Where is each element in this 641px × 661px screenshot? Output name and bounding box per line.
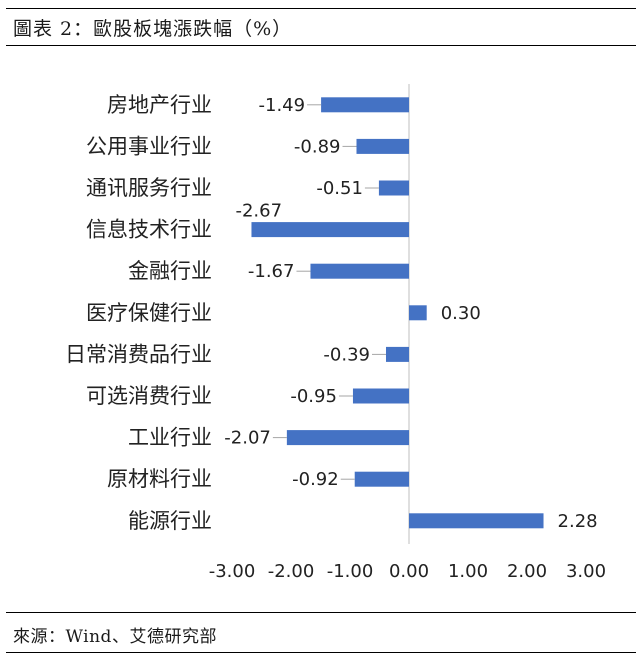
category-label: 可选消费行业 [86, 384, 212, 408]
category-label: 公用事业行业 [86, 134, 212, 158]
value-label: -1.67 [248, 261, 295, 282]
source-note: 來源：Wind、艾德研究部 [13, 627, 217, 647]
bar [409, 513, 544, 529]
bar [378, 180, 409, 196]
x-tick-label: 2.00 [507, 561, 547, 582]
value-label: -0.51 [316, 178, 363, 199]
x-tick-label: 1.00 [448, 561, 488, 582]
x-tick-label: -3.00 [209, 561, 256, 582]
x-tick-label: 3.00 [566, 561, 606, 582]
bottom-rule [6, 652, 636, 653]
bar [310, 263, 409, 279]
value-label: -0.92 [292, 469, 339, 490]
category-label: 工业行业 [128, 426, 212, 450]
category-label: 信息技术行业 [86, 218, 212, 242]
bar [251, 222, 409, 238]
category-label: 能源行业 [128, 509, 212, 533]
category-label: 金融行业 [128, 259, 212, 283]
source-rule [6, 612, 636, 613]
category-label: 房地产行业 [107, 93, 212, 117]
x-tick-label: -1.00 [327, 561, 374, 582]
value-label: 0.30 [441, 303, 481, 324]
value-label: 2.28 [558, 511, 598, 532]
value-label: -1.49 [259, 95, 306, 116]
value-label: -2.07 [224, 428, 271, 449]
x-tick-label: -2.00 [268, 561, 315, 582]
bar [321, 97, 409, 113]
value-label: -0.39 [323, 344, 370, 365]
category-label: 原材料行业 [107, 467, 212, 491]
bar [356, 138, 409, 154]
bar [385, 346, 409, 362]
value-label: -0.89 [294, 136, 341, 157]
title-rule [6, 45, 636, 46]
top-rule [6, 8, 636, 9]
bar [286, 430, 409, 446]
bar [352, 388, 409, 404]
value-label: -2.67 [235, 201, 282, 222]
category-label: 日常消费品行业 [65, 342, 212, 366]
value-label: -0.95 [290, 386, 337, 407]
chart-title: 圖表 2：歐股板塊漲跌幅（%） [13, 18, 293, 40]
category-label: 医疗保健行业 [86, 301, 212, 325]
bar [409, 305, 427, 321]
category-label: 通讯服务行业 [86, 176, 212, 200]
x-tick-label: 0.00 [389, 561, 429, 582]
bar [354, 471, 409, 487]
